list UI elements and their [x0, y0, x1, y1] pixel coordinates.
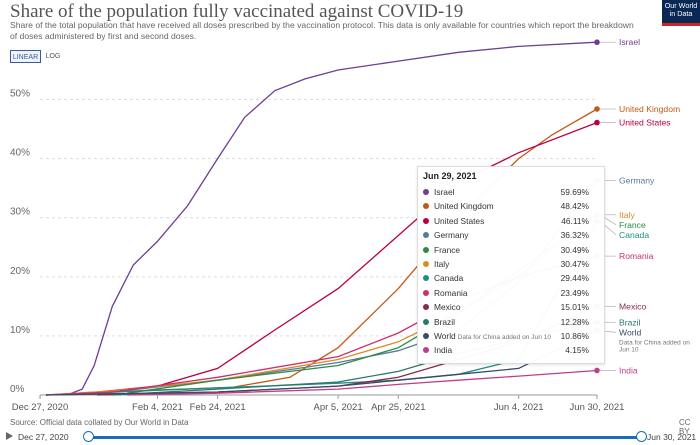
series-end-point-united-states — [594, 119, 600, 126]
end-label-romania: Romania — [619, 251, 654, 261]
tooltip-row-canada: Canada 29.44% — [423, 271, 599, 285]
tooltip-row-france: France 30.49% — [423, 243, 599, 257]
linear-scale-button[interactable]: LINEAR — [10, 50, 41, 63]
end-label-mexico: Mexico — [619, 301, 646, 311]
tooltip-row-united-states: United States 46.11% — [423, 214, 599, 228]
timeline-end-date: Jun 30, 2021 — [647, 432, 697, 442]
tooltip-value: 46.11% — [561, 215, 589, 226]
tooltip-note: Data for China added on Jun 10 — [455, 334, 552, 341]
tooltip-country-name: Canada — [434, 273, 464, 284]
tooltip-country-name: United States — [434, 215, 485, 226]
timeline-start-handle[interactable] — [83, 431, 94, 442]
tooltip-row-brazil: Brazil 12.28% — [423, 315, 599, 329]
license-link[interactable]: CC BY — [679, 418, 691, 436]
chart-title: Share of the population fully vaccinated… — [10, 1, 464, 22]
legend-dot-icon — [423, 318, 429, 325]
x-tick-label: Feb 4, 2021 — [132, 402, 183, 413]
end-label-israel: Israel — [619, 37, 640, 47]
legend-dot-icon — [423, 232, 429, 239]
legend-dot-icon — [423, 217, 429, 224]
end-label-world: World — [619, 327, 642, 337]
legend-dot-icon — [423, 246, 429, 253]
y-tick-label: 30% — [10, 207, 30, 218]
x-tick-label: Jun 30, 2021 — [570, 402, 625, 413]
tooltip-row-israel: Israel 59.69% — [423, 185, 599, 199]
tooltip-value: 30.47% — [560, 259, 589, 269]
timeline-track[interactable] — [88, 436, 641, 439]
tooltip-country-name: United Kingdom — [434, 201, 494, 212]
end-label-france: France — [619, 220, 646, 230]
log-scale-button[interactable]: LOG — [45, 53, 61, 60]
timeline-end-handle[interactable] — [636, 431, 647, 442]
legend-dot-icon — [423, 304, 429, 311]
tooltip-row-world: World Data for China added on Jun 10 10.8… — [423, 329, 599, 343]
play-icon[interactable] — [6, 432, 13, 440]
tooltip-row-india: India 4.15% — [423, 343, 599, 357]
series-end-point-india — [594, 367, 600, 374]
tooltip-country-name: Israel — [434, 187, 455, 197]
legend-dot-icon — [423, 261, 429, 267]
tooltip-value: 10.86% — [560, 331, 589, 341]
end-label-germany: Germany — [619, 176, 655, 186]
end-label-brazil: Brazil — [619, 317, 641, 327]
owid-logo[interactable]: Our World in Data — [662, 0, 700, 26]
y-tick-label: 10% — [10, 325, 30, 336]
tooltip-value: 23.49% — [560, 287, 589, 298]
tooltip-value: 48.42% — [560, 201, 589, 212]
x-tick-label: Apr 5, 2021 — [314, 402, 363, 413]
tooltip-row-mexico: Mexico 15.01% — [423, 300, 599, 314]
tooltip-value: 59.69% — [560, 187, 589, 197]
tooltip-value: 12.28% — [560, 316, 589, 327]
tooltip-country-name: India — [434, 345, 453, 356]
tooltip-country-name: Brazil — [434, 316, 455, 327]
legend-dot-icon — [423, 275, 429, 282]
tooltip-row-italy: Italy 30.47% — [423, 257, 599, 271]
legend-dot-icon — [423, 189, 429, 195]
x-tick-label: Apr 25, 2021 — [371, 402, 425, 413]
end-note: Data for China added on — [619, 339, 690, 346]
x-tick-label: Dec 27, 2020 — [12, 402, 69, 413]
legend-dot-icon — [423, 289, 429, 296]
series-end-point-united-kingdom — [594, 106, 600, 112]
tooltip-value: 30.49% — [560, 244, 589, 255]
tooltip-date: Jun 29, 2021 — [423, 171, 477, 181]
tooltip-value: 4.15% — [565, 345, 589, 356]
y-tick-label: 50% — [10, 89, 30, 100]
end-label-italy: Italy — [619, 210, 635, 220]
x-tick-label: Feb 24, 2021 — [190, 402, 246, 413]
legend-dot-icon — [423, 347, 429, 354]
end-label-india: India — [619, 365, 638, 375]
tooltip-country-name: France — [434, 244, 461, 255]
tooltip-country-name: Germany — [434, 230, 469, 241]
tooltip-row-germany: Germany 36.32% — [423, 228, 599, 242]
timeline-start-date: Dec 27, 2020 — [18, 432, 69, 442]
end-label-canada: Canada — [619, 230, 649, 240]
y-tick-label: 20% — [10, 266, 30, 277]
x-tick-label: Jun 4, 2021 — [494, 402, 544, 413]
series-end-point-israel — [594, 39, 600, 46]
tooltip-country-name: Mexico — [434, 302, 461, 313]
tooltip-country-name: Italy — [434, 259, 450, 269]
y-tick-label: 40% — [10, 148, 30, 159]
hover-tooltip: Jun 29, 2021 Israel 59.69% United Kingdom 4… — [417, 166, 605, 364]
legend-dot-icon — [423, 203, 429, 210]
tooltip-country-name: Romania — [434, 287, 468, 298]
end-label-united-kingdom: United Kingdom — [619, 104, 680, 114]
logo-line-2: in Data — [669, 9, 693, 18]
tooltip-row-united-kingdom: United Kingdom 48.42% — [423, 199, 599, 213]
end-note: Jun 10 — [619, 346, 639, 353]
tooltip-value: 15.01% — [560, 302, 589, 313]
y-tick-label: 0% — [10, 384, 25, 395]
end-label-united-states: United States — [619, 118, 671, 128]
source-note: Source: Official data collated by Our Wo… — [10, 418, 189, 427]
tooltip-row-romania: Romania 23.49% — [423, 286, 599, 300]
series-line-india — [127, 369, 598, 396]
series-line-israel — [66, 41, 598, 396]
tooltip-value: 36.32% — [560, 230, 589, 241]
chart-subtitle: Share of the total population that have … — [10, 20, 634, 41]
logo-line-1: Our World — [664, 1, 698, 10]
tooltip-country-name: World Data for China added on Jun 10 — [434, 331, 552, 341]
legend-dot-icon — [423, 333, 429, 339]
tooltip-value: 29.44% — [560, 273, 589, 284]
